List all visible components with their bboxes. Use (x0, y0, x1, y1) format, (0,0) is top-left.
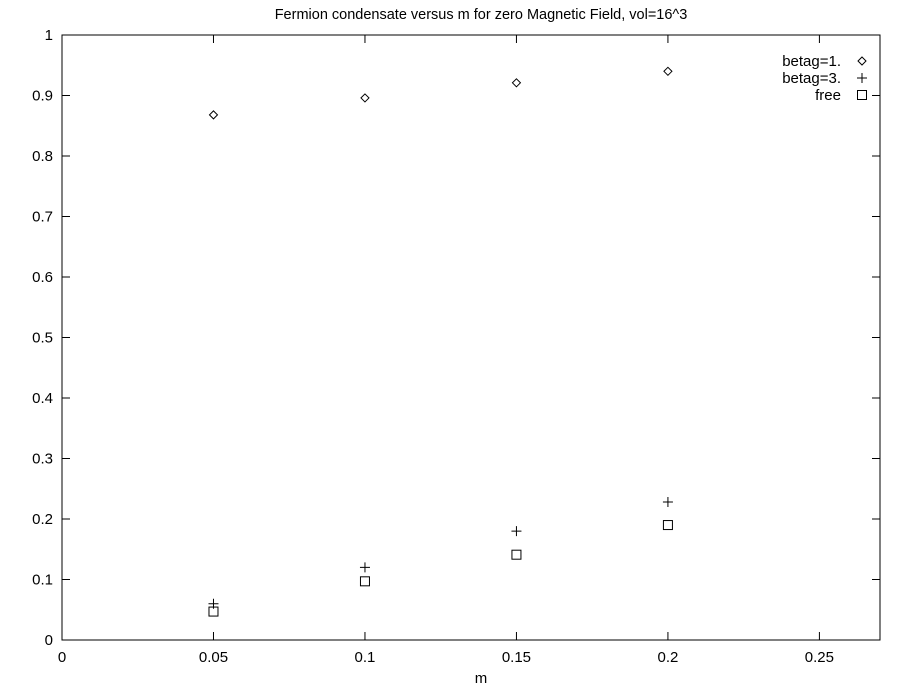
y-tick-label: 0 (45, 632, 53, 649)
plus-data-point (511, 526, 521, 536)
diamond-data-point (512, 79, 520, 87)
y-tick-label: 0.5 (32, 330, 53, 347)
legend: betag=1.betag=3.free (782, 53, 867, 104)
square-data-point (663, 521, 672, 530)
legend-plus-marker (857, 73, 867, 83)
x-axis-label: m (475, 670, 488, 687)
x-tick-label: 0.15 (502, 649, 531, 666)
axis-ticks: 0 0.1 0.2 0.3 0.4 0.5 0.6 0.7 0.8 0.9 1 0 0.05 0.1 0.1… (32, 27, 880, 666)
square-data-point (360, 577, 369, 586)
legend-label: betag=1. (782, 53, 841, 70)
x-tick-label: 0 (58, 649, 66, 666)
plus-data-point (360, 562, 370, 572)
plus-data-point (663, 497, 673, 507)
x-tick-label: 0.25 (805, 649, 834, 666)
y-tick-label: 0.3 (32, 451, 53, 468)
square-data-point (512, 550, 521, 559)
y-tick-label: 1 (45, 27, 53, 44)
x-tick-label: 0.1 (355, 649, 376, 666)
y-tick-label: 0.4 (32, 390, 53, 407)
diamond-data-point (664, 67, 672, 75)
y-tick-label: 0.6 (32, 269, 53, 286)
y-tick-label: 0.8 (32, 148, 53, 165)
legend-diamond-marker (858, 57, 866, 65)
diamond-data-point (361, 94, 369, 102)
y-tick-label: 0.9 (32, 88, 53, 105)
legend-label: free (815, 87, 841, 104)
x-tick-label: 0.05 (199, 649, 228, 666)
y-tick-label: 0.7 (32, 209, 53, 226)
data-points (208, 67, 672, 616)
legend-square-marker (858, 91, 867, 100)
y-tick-label: 0.1 (32, 572, 53, 589)
y-tick-label: 0.2 (32, 511, 53, 528)
legend-label: betag=3. (782, 70, 841, 87)
diamond-data-point (209, 111, 217, 119)
chart-title: Fermion condensate versus m for zero Mag… (275, 7, 688, 23)
x-tick-label: 0.2 (657, 649, 678, 666)
plot-frame (62, 35, 880, 640)
